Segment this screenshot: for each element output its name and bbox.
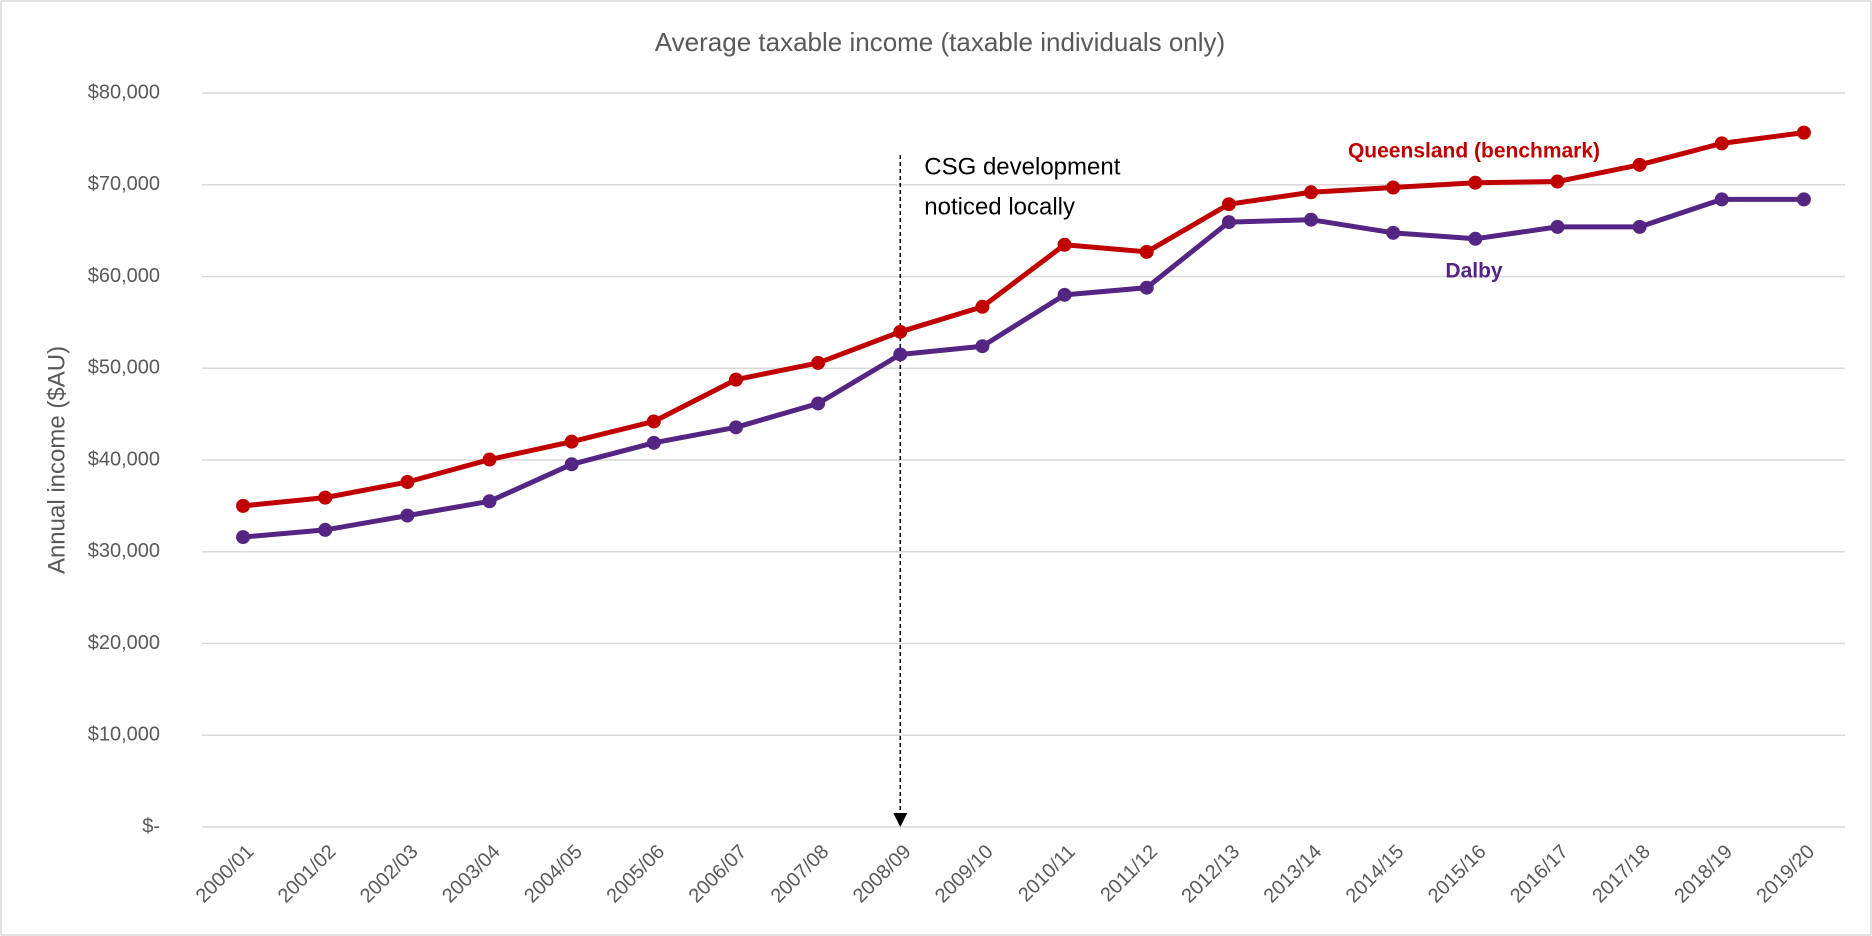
data-point: [1304, 185, 1319, 200]
data-point: [1057, 237, 1072, 252]
y-tick-label: $-: [142, 815, 160, 837]
y-tick-label: $50,000: [88, 357, 160, 379]
data-point: [318, 490, 333, 505]
data-point: [564, 434, 579, 449]
data-point: [1468, 231, 1483, 246]
data-point: [1386, 180, 1401, 195]
y-tick-label: $40,000: [88, 448, 160, 470]
data-point: [646, 414, 661, 429]
data-point: [318, 522, 333, 537]
data-point: [400, 475, 415, 490]
data-point: [1221, 215, 1236, 230]
y-tick-label: $70,000: [88, 173, 160, 195]
data-point: [1796, 125, 1811, 140]
data-point: [1714, 136, 1729, 151]
data-point: [1632, 157, 1647, 172]
series-label: Dalby: [1445, 260, 1503, 283]
data-point: [1632, 219, 1647, 234]
data-point: [893, 324, 908, 339]
data-point: [1221, 197, 1236, 212]
data-point: [728, 420, 743, 435]
data-point: [975, 339, 990, 354]
data-point: [1057, 287, 1072, 302]
data-point: [482, 494, 497, 509]
data-point: [1550, 174, 1565, 189]
series-line: [242, 130, 1805, 509]
series-line: [242, 196, 1804, 540]
y-tick-label: $80,000: [88, 81, 160, 103]
data-point: [564, 457, 579, 472]
y-axis-label: Annual income ($AU): [43, 346, 70, 574]
data-point: [1550, 219, 1565, 234]
y-tick-label: $10,000: [88, 724, 160, 746]
data-point: [1386, 225, 1401, 240]
annotation-text: CSG development: [924, 153, 1120, 180]
data-point: [236, 530, 251, 545]
data-point: [236, 498, 251, 513]
data-point: [482, 452, 497, 467]
annotation-text: noticed locally: [924, 193, 1075, 220]
data-point: [646, 435, 661, 450]
data-point: [1796, 192, 1811, 207]
data-point: [728, 372, 743, 387]
y-tick-label: $30,000: [88, 540, 160, 562]
data-point: [1139, 280, 1154, 295]
data-point: [975, 299, 990, 314]
data-point: [1139, 244, 1154, 259]
data-point: [400, 508, 415, 523]
chart-title: Average taxable income (taxable individu…: [655, 27, 1225, 57]
data-point: [893, 347, 908, 362]
arrow-head: [893, 813, 908, 827]
data-point: [1304, 212, 1319, 227]
y-tick-label: $60,000: [88, 265, 160, 287]
series-label: Queensland (benchmark): [1348, 140, 1600, 163]
data-point: [1468, 175, 1483, 190]
data-point: [811, 355, 826, 370]
data-point: [1714, 192, 1729, 207]
y-tick-label: $20,000: [88, 632, 160, 654]
data-point: [811, 396, 826, 411]
